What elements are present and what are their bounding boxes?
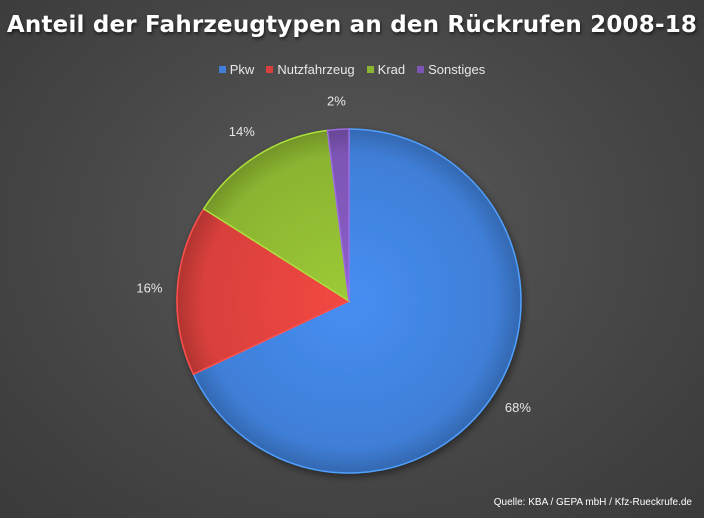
label-krad: 14% [229,124,255,139]
label-sonstiges: 2% [327,93,346,108]
legend-item-pkw: Pkw [218,62,255,77]
legend-item-nutzfahrzeug: Nutzfahrzeug [266,62,355,77]
source-note: Quelle: KBA / GEPA mbH / Kfz-Rueckrufe.d… [493,497,692,508]
pie-slice-labels: 68% 16% 14% 2% [136,93,531,415]
legend-item-krad: Krad [366,62,406,77]
pie-slices [176,128,522,474]
legend-swatch-krad [366,66,374,73]
label-pkw: 68% [505,400,531,415]
legend-label-pkw: Pkw [229,62,255,77]
legend: Pkw Nutzfahrzeug Krad Sonstiges [0,62,704,77]
slice-pkw [192,128,522,474]
slice-krad [202,129,350,303]
legend-label-sonstiges: Sonstiges [428,62,486,77]
legend-swatch-sonstiges [417,66,425,73]
legend-label-nutzfahrzeug: Nutzfahrzeug [277,62,355,77]
legend-label-krad: Krad [377,62,406,77]
slice-nutzfahrzeug [176,207,351,376]
legend-item-sonstiges: Sonstiges [417,62,485,77]
legend-swatch-nutzfahrzeug [266,66,274,73]
slice-sonstiges [326,128,350,302]
chart-title: Anteil der Fahrzeugtypen an den Rückrufe… [6,12,698,38]
legend-swatch-pkw [218,66,226,73]
label-nutzfahrzeug: 16% [136,280,162,295]
